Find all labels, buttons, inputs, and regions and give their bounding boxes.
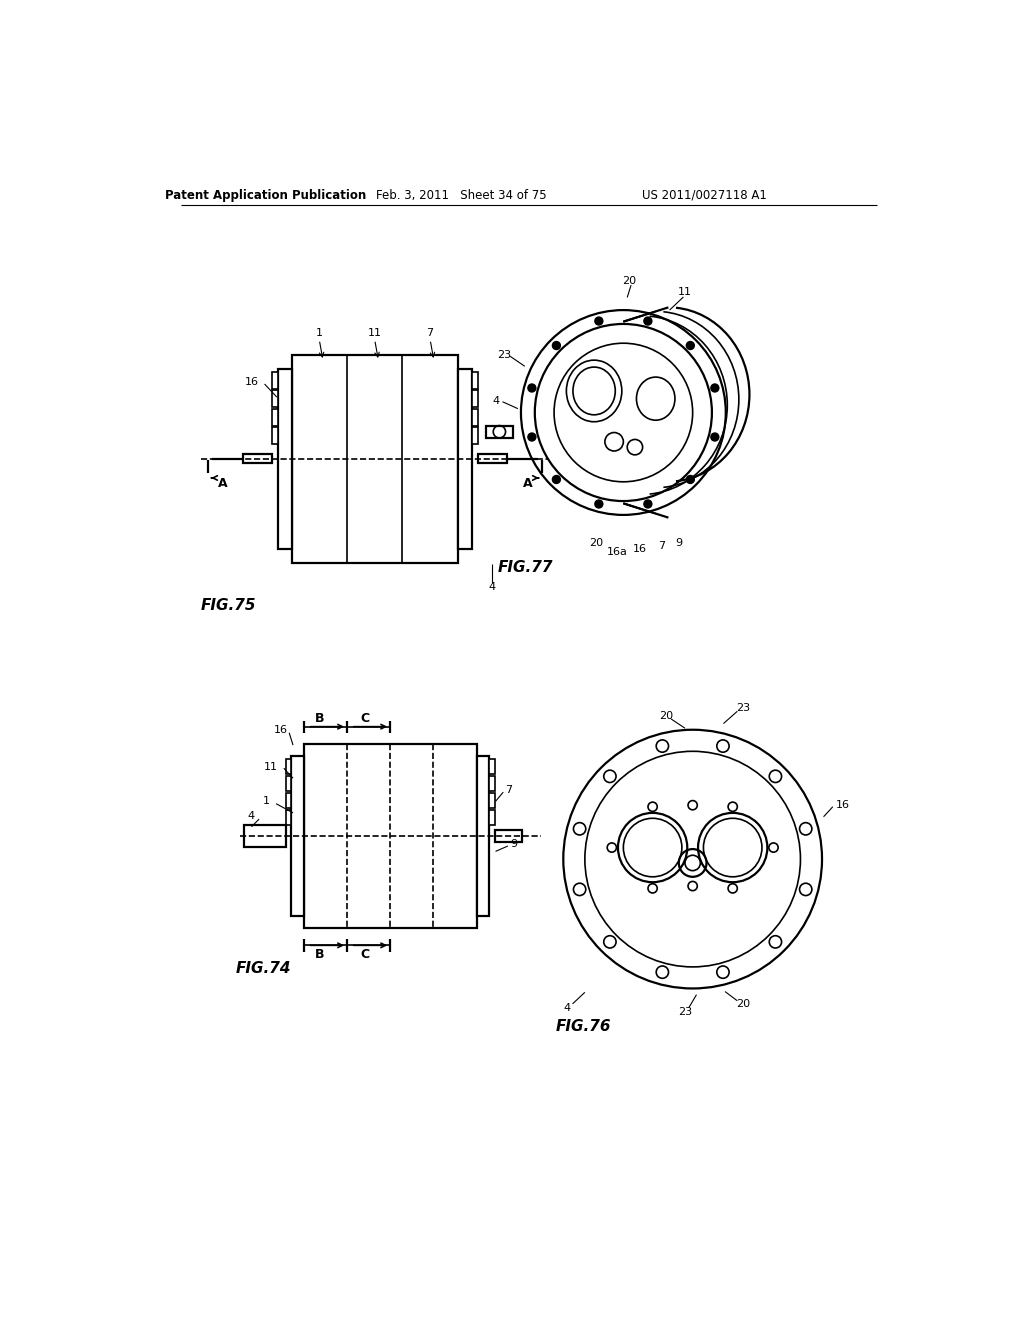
Circle shape [644, 500, 651, 508]
Text: Patent Application Publication: Patent Application Publication [165, 189, 366, 202]
Text: 16: 16 [245, 376, 259, 387]
Text: 4: 4 [488, 582, 496, 593]
Bar [486, 425, 513, 438]
Text: 16: 16 [633, 544, 647, 554]
Text: C: C [360, 948, 370, 961]
Text: 4: 4 [493, 396, 500, 407]
Circle shape [769, 770, 781, 783]
Circle shape [528, 384, 536, 392]
Circle shape [573, 822, 586, 836]
Text: B: B [314, 948, 324, 961]
Text: 4: 4 [248, 810, 255, 821]
Bar [292, 355, 458, 562]
Bar [495, 830, 521, 842]
Bar [478, 454, 507, 463]
Circle shape [648, 803, 657, 812]
Bar [286, 810, 292, 825]
Circle shape [711, 384, 719, 392]
Circle shape [717, 966, 729, 978]
Circle shape [648, 884, 657, 894]
Bar [489, 793, 495, 808]
Text: A: A [217, 477, 227, 490]
Text: 16: 16 [273, 725, 288, 735]
Bar [244, 825, 286, 847]
Text: C: C [360, 713, 370, 726]
Text: 4: 4 [563, 1003, 570, 1012]
Text: 20: 20 [590, 539, 603, 548]
Text: 23: 23 [497, 350, 511, 360]
Circle shape [644, 317, 651, 325]
Bar [304, 743, 477, 928]
Bar [489, 759, 495, 775]
Bar [458, 368, 472, 549]
Text: 9: 9 [675, 539, 682, 548]
Bar [489, 776, 495, 792]
Bar [489, 810, 495, 825]
Text: FIG.75: FIG.75 [201, 598, 256, 612]
Circle shape [573, 883, 586, 895]
Text: 11: 11 [368, 329, 382, 338]
Bar [472, 428, 478, 444]
Text: 16: 16 [836, 800, 850, 810]
Circle shape [711, 433, 719, 441]
Text: 11: 11 [678, 288, 692, 297]
Text: 7: 7 [658, 541, 666, 550]
Bar [286, 793, 292, 808]
Bar [472, 391, 478, 407]
Bar [272, 372, 279, 388]
Text: FIG.74: FIG.74 [237, 961, 292, 975]
Circle shape [728, 803, 737, 812]
Text: 16a: 16a [607, 548, 628, 557]
Circle shape [688, 800, 697, 810]
Bar [477, 756, 489, 916]
Bar [286, 776, 292, 792]
Circle shape [686, 342, 694, 350]
Text: 9: 9 [510, 838, 517, 849]
Text: 20: 20 [658, 711, 673, 721]
Bar [243, 454, 272, 463]
Circle shape [553, 475, 560, 483]
Circle shape [656, 741, 669, 752]
Bar [272, 428, 279, 444]
Text: US 2011/0027118 A1: US 2011/0027118 A1 [642, 189, 767, 202]
Text: 23: 23 [735, 704, 750, 713]
Text: 1: 1 [263, 796, 270, 807]
Circle shape [717, 741, 729, 752]
Bar [272, 409, 279, 425]
Text: 11: 11 [263, 762, 278, 772]
Text: 23: 23 [678, 1007, 692, 1016]
Circle shape [769, 936, 781, 948]
Circle shape [769, 843, 778, 853]
Bar [279, 368, 292, 549]
Circle shape [656, 966, 669, 978]
Circle shape [728, 884, 737, 894]
Text: 7: 7 [505, 785, 512, 795]
Circle shape [595, 500, 603, 508]
Circle shape [553, 342, 560, 350]
Text: FIG.77: FIG.77 [498, 560, 553, 576]
Text: B: B [314, 713, 324, 726]
Text: 20: 20 [623, 276, 637, 285]
Text: 20: 20 [735, 999, 750, 1008]
Text: FIG.76: FIG.76 [556, 1019, 611, 1035]
Circle shape [686, 475, 694, 483]
Text: 1: 1 [315, 329, 323, 338]
Circle shape [688, 882, 697, 891]
Circle shape [800, 883, 812, 895]
Text: 7: 7 [427, 329, 433, 338]
Text: A: A [523, 477, 532, 490]
Circle shape [528, 433, 536, 441]
Circle shape [604, 770, 616, 783]
Bar [472, 372, 478, 388]
Bar [292, 756, 304, 916]
Circle shape [595, 317, 603, 325]
Circle shape [604, 936, 616, 948]
Bar [272, 391, 279, 407]
Text: Feb. 3, 2011   Sheet 34 of 75: Feb. 3, 2011 Sheet 34 of 75 [377, 189, 547, 202]
Bar [286, 759, 292, 775]
Circle shape [607, 843, 616, 853]
Bar [472, 409, 478, 425]
Circle shape [800, 822, 812, 836]
